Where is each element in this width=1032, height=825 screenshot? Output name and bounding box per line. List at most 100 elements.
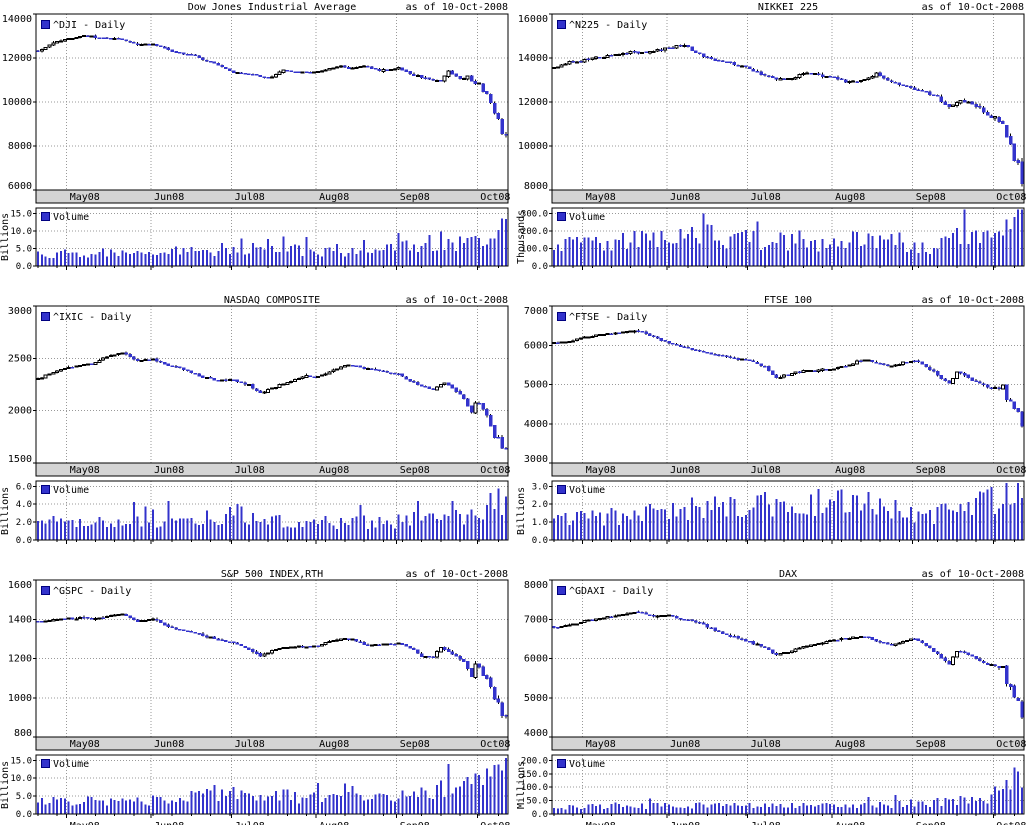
volume-bar — [355, 253, 358, 266]
volume-bar — [863, 244, 866, 266]
volume-bar — [271, 245, 273, 266]
volume-bar — [767, 244, 770, 266]
chart-title: NASDAQ COMPOSITE — [223, 295, 321, 306]
candle-body — [346, 67, 351, 69]
candle-body — [755, 361, 760, 365]
volume-bar — [829, 499, 832, 540]
candle-body — [492, 686, 497, 700]
volume-bar — [898, 232, 901, 266]
volume-bar — [432, 513, 435, 540]
volume-bar — [1001, 504, 1004, 540]
candle-body — [789, 78, 794, 81]
candle-body — [728, 61, 733, 64]
volume-bar — [656, 247, 659, 266]
volume-tick-label: 2.0 — [16, 518, 32, 528]
volume-bar — [1021, 787, 1024, 814]
candle-body — [640, 611, 644, 614]
candle-body — [74, 37, 79, 40]
candle-body — [613, 615, 618, 618]
candle-body — [905, 85, 909, 88]
volume-bar — [648, 503, 651, 540]
candle-body — [178, 52, 182, 54]
volume-bar — [351, 248, 354, 266]
volume-bar — [587, 518, 590, 540]
candle-body — [385, 69, 389, 71]
volume-bar — [163, 800, 166, 814]
volume-bar — [359, 795, 362, 814]
volume-bar — [462, 243, 465, 266]
candle-body — [270, 650, 274, 654]
candle-body — [655, 336, 660, 339]
volume-bar — [485, 244, 488, 266]
candle-body — [870, 75, 875, 79]
candle-body — [224, 639, 228, 643]
volume-bar — [836, 490, 839, 540]
candle-body — [393, 373, 397, 375]
candle-body — [644, 51, 648, 54]
candle-body — [327, 68, 332, 71]
series-marker-icon — [41, 312, 50, 321]
candle-body — [943, 101, 948, 105]
volume-bar — [121, 250, 124, 266]
volume-legend: Volume — [41, 212, 89, 223]
volume-bar — [301, 255, 304, 266]
volume-bar — [621, 232, 624, 266]
volume-bar — [366, 529, 369, 540]
volume-bar — [102, 800, 105, 814]
volume-bar — [167, 500, 170, 540]
volume-bar — [694, 238, 697, 266]
volume-bar — [944, 797, 947, 814]
candle-body — [504, 134, 508, 136]
candle-body — [556, 342, 560, 344]
candle-body — [350, 67, 355, 70]
volume-bar — [351, 517, 354, 540]
volume-bar — [94, 254, 97, 266]
candle-body — [590, 335, 595, 338]
candle-body — [594, 56, 599, 59]
volume-bar — [113, 252, 116, 266]
candle-body — [851, 636, 856, 639]
volume-bar — [909, 507, 912, 540]
candle-body — [882, 363, 886, 366]
candle-body — [258, 390, 263, 393]
volume-bar — [560, 250, 563, 266]
volume-bar — [205, 788, 208, 814]
candle-body — [162, 46, 167, 49]
y-tick-label: 8000 — [8, 141, 32, 152]
candle-body — [155, 358, 159, 362]
volume-bar — [278, 514, 281, 540]
candle-body — [124, 39, 128, 42]
candle-body — [897, 82, 902, 86]
candle-body — [366, 644, 370, 646]
candle-body — [1004, 124, 1009, 138]
candle-body — [1016, 159, 1020, 163]
candle-body — [778, 78, 783, 81]
volume-bar — [575, 511, 578, 540]
volume-bar — [86, 257, 89, 266]
candle-body — [339, 638, 344, 641]
candle-body — [851, 80, 856, 83]
volume-bar — [378, 793, 381, 814]
volume-bar — [86, 796, 89, 814]
candle-body — [354, 639, 359, 642]
candle-body — [485, 409, 489, 416]
candle-body — [93, 35, 98, 39]
volume-bar — [633, 510, 636, 540]
candle-body — [377, 369, 382, 371]
volume-bar — [802, 802, 805, 814]
candle-body — [620, 613, 625, 616]
candle-body — [296, 645, 301, 648]
candle-body — [381, 370, 386, 372]
volume-bar — [913, 242, 916, 266]
volume-bar — [389, 524, 392, 540]
candle-body — [450, 651, 455, 655]
candle-body — [962, 100, 967, 103]
volume-bar — [575, 807, 578, 814]
candle-body — [862, 636, 867, 638]
candle-body — [296, 378, 301, 381]
candle-body — [774, 653, 779, 656]
candle-body — [947, 380, 951, 384]
volume-bar — [1017, 482, 1020, 540]
volume-bar — [552, 808, 555, 814]
volume-bar — [79, 256, 82, 266]
